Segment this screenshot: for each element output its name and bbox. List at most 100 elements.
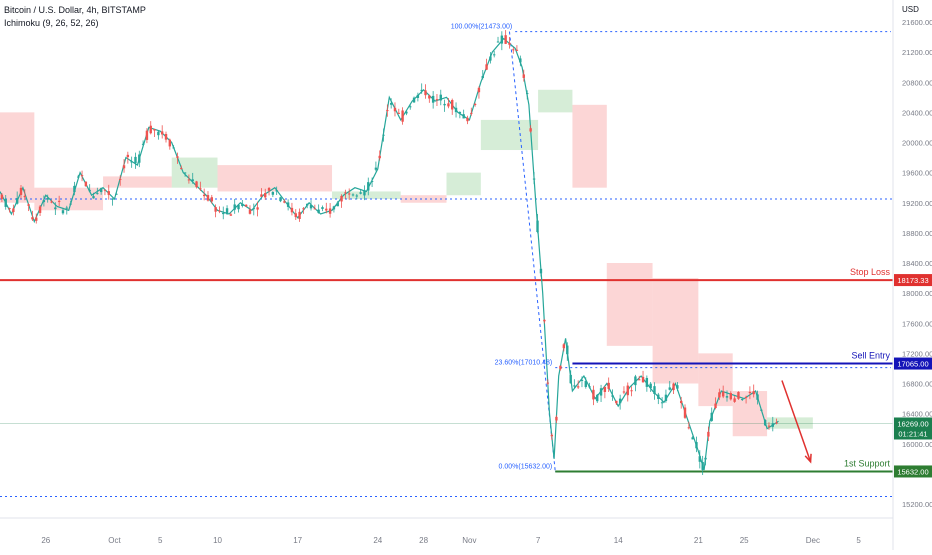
candle-body	[111, 198, 114, 200]
candle-body	[96, 193, 99, 195]
candle-body	[529, 128, 532, 132]
key-level-name: Stop Loss	[850, 267, 891, 277]
candle-body	[704, 457, 707, 460]
candle-body	[458, 111, 462, 114]
candle-body	[92, 196, 95, 199]
candle-body	[532, 178, 536, 180]
chart-title: Bitcoin / U.S. Dollar, 4h, BITSTAMP	[4, 5, 146, 15]
fib-level-label: 23.60%(17010.48)	[495, 360, 553, 367]
candle-body	[115, 193, 118, 195]
candle-body	[107, 191, 110, 195]
y-tick-label: 18000.00	[902, 289, 932, 298]
candle-body	[210, 197, 214, 202]
candle-body	[27, 204, 30, 206]
candle-body	[4, 199, 7, 207]
x-tick-label: 5	[856, 536, 861, 545]
candle-body	[618, 398, 622, 404]
candle-body	[691, 437, 694, 440]
price-series	[0, 30, 779, 476]
candle-body	[35, 217, 38, 221]
candle-body	[191, 179, 194, 182]
candle-body	[344, 192, 347, 194]
y-tick-label: 19600.00	[902, 169, 932, 178]
candle-body	[462, 114, 465, 119]
y-tick-label: 18400.00	[902, 259, 932, 268]
candle-body	[504, 35, 507, 44]
candle-body	[130, 161, 133, 163]
candle-body	[741, 399, 744, 401]
key-level-name: 1st Support	[844, 458, 891, 468]
kumo-segment	[480, 119, 539, 151]
x-tick-label: 25	[740, 536, 749, 545]
candle-body	[0, 194, 4, 199]
candle-body	[61, 210, 65, 214]
candle-body	[405, 111, 408, 114]
candle-body	[752, 391, 755, 395]
candle-body	[202, 194, 206, 197]
candle-body	[622, 391, 626, 393]
candle-body	[50, 201, 53, 203]
candle-body	[641, 376, 645, 383]
x-tick-label: Dec	[806, 536, 820, 545]
candle-body	[275, 190, 278, 192]
candle-body	[412, 97, 416, 103]
candle-body	[698, 456, 702, 462]
candle-body	[664, 394, 668, 401]
candle-body	[431, 95, 435, 103]
y-tick-label: 21600.00	[902, 18, 932, 27]
candle-body	[283, 201, 286, 203]
candle-body	[172, 147, 175, 149]
candle-body	[435, 99, 439, 101]
candle-body	[12, 208, 15, 213]
candle-body	[84, 181, 88, 187]
candle-body	[267, 188, 271, 191]
candle-body	[573, 385, 576, 387]
horizontal-levels	[0, 31, 893, 497]
candle-body	[559, 365, 562, 370]
candle-body	[168, 139, 172, 147]
candle-body	[451, 100, 454, 110]
current-price-tag	[894, 417, 932, 440]
candle-body	[77, 176, 80, 178]
candle-body	[771, 423, 774, 427]
candle-body	[596, 394, 599, 402]
candle-body	[707, 431, 710, 437]
y-tick-label: 20400.00	[902, 108, 932, 117]
y-tick-label: 15200.00	[902, 500, 932, 509]
x-tick-label: 24	[373, 536, 382, 545]
candle-body	[252, 208, 255, 210]
candle-body	[298, 211, 301, 219]
candle-body	[363, 190, 366, 196]
candle-body	[65, 207, 68, 209]
candle-body	[493, 54, 496, 56]
price-tag-value: 15632.00	[897, 467, 928, 476]
candle-body	[195, 181, 198, 188]
candle-body	[229, 214, 233, 216]
candle-body	[256, 207, 259, 210]
fib-level-label: 0.00%(15632.00)	[499, 463, 553, 470]
candle-body	[481, 75, 484, 79]
candle-body	[763, 419, 767, 426]
candle-body	[332, 206, 336, 210]
candle-body	[176, 156, 179, 158]
candle-body	[42, 200, 46, 203]
x-tick-label: 14	[614, 536, 623, 545]
candle-body	[374, 167, 378, 170]
currency-label: USD	[902, 5, 919, 14]
candle-body	[672, 383, 675, 391]
fib-trend-line	[508, 31, 556, 472]
x-tick-label: 10	[213, 536, 222, 545]
candle-body	[119, 178, 122, 180]
candle-body	[180, 168, 183, 170]
candle-body	[737, 391, 740, 399]
candle-body	[679, 400, 683, 404]
candle-body	[496, 41, 500, 43]
candle-body	[325, 208, 328, 211]
candle-body	[569, 374, 572, 384]
candle-body	[54, 207, 57, 210]
candle-body	[522, 74, 525, 78]
candle-body	[508, 42, 511, 45]
candle-body	[290, 207, 294, 213]
candle-body	[199, 188, 202, 190]
